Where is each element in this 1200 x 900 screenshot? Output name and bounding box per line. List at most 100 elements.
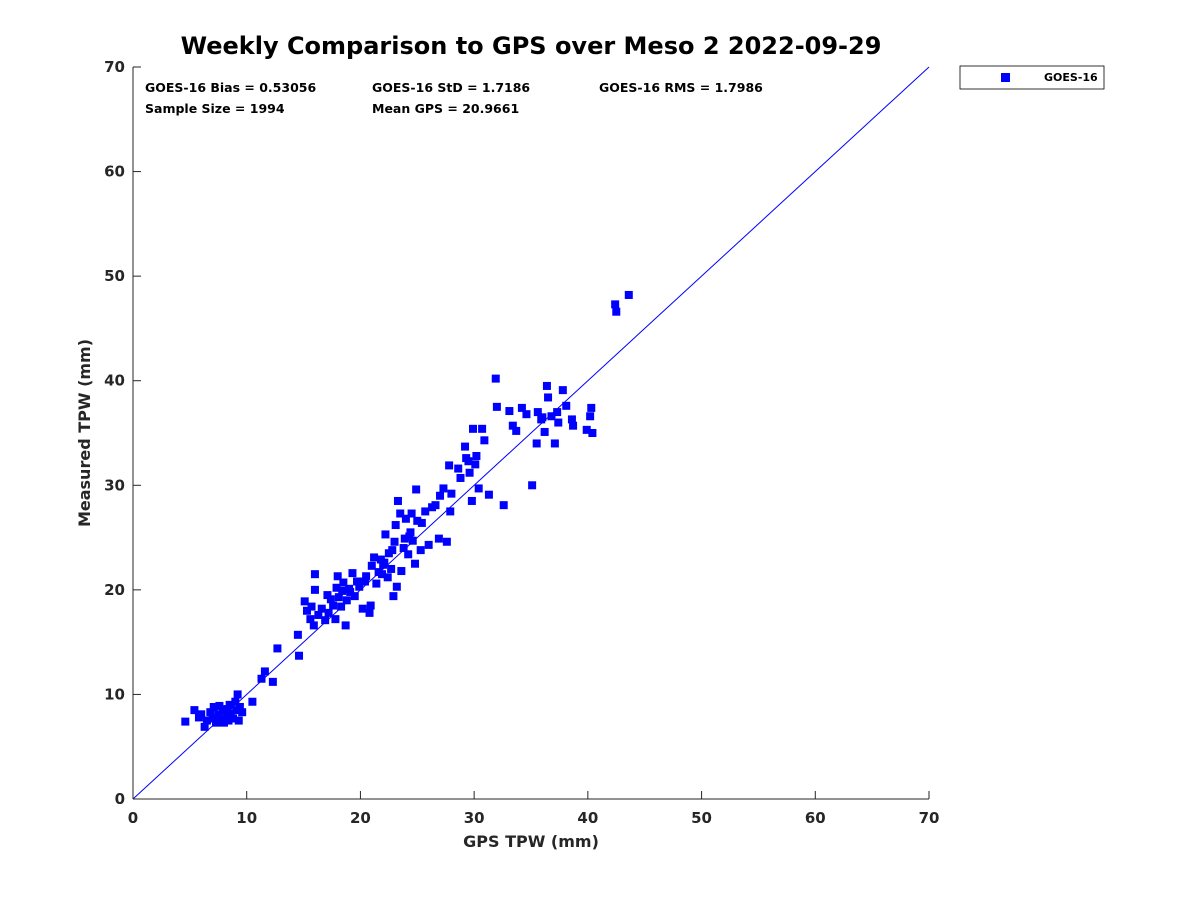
data-point [293, 630, 302, 639]
data-point [547, 412, 556, 421]
plot-frame [132, 67, 929, 800]
data-point [439, 484, 448, 493]
data-point [392, 582, 401, 591]
data-point [209, 702, 218, 711]
data-point [206, 708, 215, 717]
data-point [348, 569, 357, 578]
data-point [353, 577, 362, 586]
data-point [447, 489, 456, 498]
data-point [229, 714, 238, 723]
y-tick-label: 50 [104, 267, 125, 285]
data-point [540, 427, 549, 436]
data-point [355, 582, 364, 591]
data-point [381, 530, 390, 539]
data-point [390, 537, 399, 546]
data-point [223, 705, 232, 714]
y-tick-label: 60 [104, 163, 125, 181]
data-point [218, 706, 227, 715]
data-point [314, 610, 323, 619]
data-point [532, 439, 541, 448]
data-point [388, 546, 397, 555]
data-point [587, 403, 596, 412]
data-point [326, 595, 335, 604]
data-point [235, 702, 244, 711]
x-tick-label: 10 [236, 809, 257, 827]
data-point [462, 454, 471, 463]
x-tick-label: 20 [350, 809, 371, 827]
data-point [467, 496, 476, 505]
data-point [484, 490, 493, 499]
data-point [446, 507, 455, 516]
data-point [399, 544, 408, 553]
legend-box [959, 65, 1105, 90]
data-point [474, 484, 483, 493]
data-point [226, 709, 235, 718]
data-point [442, 537, 451, 546]
data-point [306, 615, 315, 624]
data-point [268, 677, 277, 686]
data-point [309, 621, 318, 630]
data-point [436, 491, 445, 500]
data-point [400, 534, 409, 543]
data-point [408, 536, 417, 545]
data-point [417, 518, 426, 527]
data-point [421, 507, 430, 516]
x-tick-label: 70 [919, 809, 940, 827]
data-point [612, 307, 621, 316]
data-point [329, 601, 338, 610]
data-point [558, 386, 567, 395]
data-point [317, 604, 326, 613]
data-point [334, 593, 343, 602]
x-axis-label: GPS TPW (mm) [463, 832, 599, 851]
data-point [338, 586, 347, 595]
data-point [214, 710, 223, 719]
data-point [611, 300, 620, 309]
data-point [405, 532, 414, 541]
y-tick-label: 10 [104, 685, 125, 703]
data-point [332, 583, 341, 592]
data-point [380, 558, 389, 567]
y-axis-label: Measured TPW (mm) [75, 339, 94, 527]
data-points [181, 290, 633, 731]
data-point [366, 601, 375, 610]
reference-line-group [132, 66, 930, 800]
data-point [544, 393, 553, 402]
data-point [461, 442, 470, 451]
data-point [234, 716, 243, 725]
data-point [212, 718, 221, 727]
data-point [389, 592, 398, 601]
data-point [508, 421, 517, 430]
data-point [569, 421, 578, 430]
data-point [424, 540, 433, 549]
data-point [190, 706, 199, 715]
data-point [401, 514, 410, 523]
stat-mean-gps: Mean GPS = 20.9661 [372, 101, 519, 116]
data-point [346, 587, 355, 596]
data-point [538, 413, 547, 422]
data-point [200, 722, 209, 731]
data-point [273, 644, 282, 653]
chart-title: Weekly Comparison to GPS over Meso 2 202… [181, 32, 882, 60]
data-point [522, 410, 531, 419]
data-point [342, 596, 351, 605]
data-point [222, 711, 231, 720]
data-point [372, 579, 381, 588]
data-point [383, 573, 392, 582]
data-point [413, 516, 422, 525]
data-point [202, 716, 211, 725]
data-point [302, 606, 311, 615]
data-point [553, 408, 562, 417]
data-point [434, 534, 443, 543]
data-point [465, 468, 474, 477]
data-point [456, 473, 465, 482]
data-point [257, 674, 266, 683]
data-point [393, 496, 402, 505]
data-point [208, 714, 217, 723]
stat-bias: GOES-16 Bias = 0.53056 [145, 80, 316, 95]
y-tick-label: 40 [104, 372, 125, 390]
data-point [307, 602, 316, 611]
data-point [341, 621, 350, 630]
data-point [295, 651, 304, 660]
data-point [404, 550, 413, 559]
data-point [225, 700, 234, 709]
